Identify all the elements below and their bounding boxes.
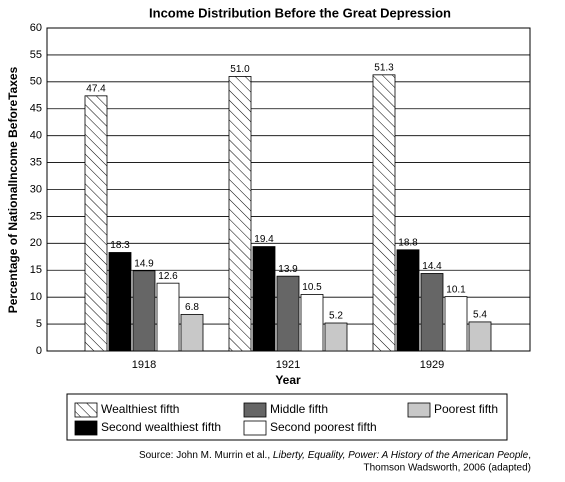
source-title: Liberty, Equality, Power: A History of t…: [273, 450, 529, 461]
y-tick-label: 15: [30, 264, 42, 276]
data-label: 5.2: [329, 311, 343, 322]
y-tick-label: 0: [36, 345, 42, 357]
bar: [300, 294, 324, 352]
bar: [228, 76, 252, 352]
bar: [108, 252, 132, 352]
legend-label: Poorest fifth: [434, 402, 498, 416]
y-tick-label: 35: [30, 156, 42, 168]
source-note: Thomson Wadsworth, 2006 (adapted): [364, 463, 532, 474]
bar: [444, 296, 468, 352]
y-tick-label: 10: [30, 291, 42, 303]
bar: [84, 95, 108, 352]
data-label: 18.3: [110, 240, 130, 251]
legend-swatch: [407, 402, 431, 418]
data-label: 10.1: [446, 284, 466, 295]
y-tick-label: 30: [30, 183, 42, 195]
x-axis-label: Year: [275, 373, 301, 387]
legend-box: [66, 393, 508, 441]
bar: [396, 249, 420, 352]
y-tick-label: 20: [30, 237, 42, 249]
x-tick-label: 1918: [132, 359, 156, 371]
chart-title: Income Distribution Before the Great Dep…: [149, 5, 451, 20]
data-label: 51.3: [374, 62, 394, 73]
data-label: 5.4: [473, 310, 487, 321]
data-label: 47.4: [86, 83, 106, 94]
data-label: 18.8: [398, 237, 418, 248]
bar: [180, 313, 204, 352]
data-label: 19.4: [254, 234, 274, 245]
data-label: 13.9: [278, 264, 298, 275]
x-tick-label: 1929: [420, 359, 444, 371]
bar: [276, 275, 300, 352]
legend-swatch: [243, 420, 267, 436]
x-tick-label: 1921: [276, 359, 300, 371]
data-label: 51.0: [230, 64, 250, 75]
bar: [468, 321, 492, 352]
bar: [156, 282, 180, 352]
bar: [372, 74, 396, 352]
legend-swatch: [74, 420, 98, 436]
y-tick-label: 5: [36, 318, 42, 330]
y-tick-label: 60: [30, 22, 42, 34]
source-text: Source: John M. Murrin et al.,: [139, 450, 273, 461]
legend-label: Middle fifth: [270, 402, 328, 416]
y-axis-label: Percentage of NationalIncome BeforeTaxes: [6, 66, 20, 313]
y-tick-label: 40: [30, 130, 42, 142]
bar: [252, 246, 276, 352]
y-tick-label: 50: [30, 76, 42, 88]
legend-label: Wealthiest fifth: [101, 402, 179, 416]
y-tick-label: 55: [30, 49, 42, 61]
bar: [324, 322, 348, 352]
legend-label: Second poorest fifth: [270, 420, 377, 434]
data-label: 14.9: [134, 258, 154, 269]
legend-swatch: [74, 402, 98, 418]
bar: [420, 273, 444, 352]
legend-swatch: [243, 402, 267, 418]
source-text: ,: [528, 450, 531, 461]
data-label: 10.5: [302, 282, 322, 293]
bar: [132, 270, 156, 352]
y-tick-label: 45: [30, 103, 42, 115]
y-tick-label: 25: [30, 210, 42, 222]
source-note: Source: John M. Murrin et al., Liberty, …: [139, 450, 531, 461]
data-label: 6.8: [185, 302, 199, 313]
legend-label: Second wealthiest fifth: [101, 420, 221, 434]
data-label: 14.4: [422, 261, 442, 272]
data-label: 12.6: [158, 271, 178, 282]
